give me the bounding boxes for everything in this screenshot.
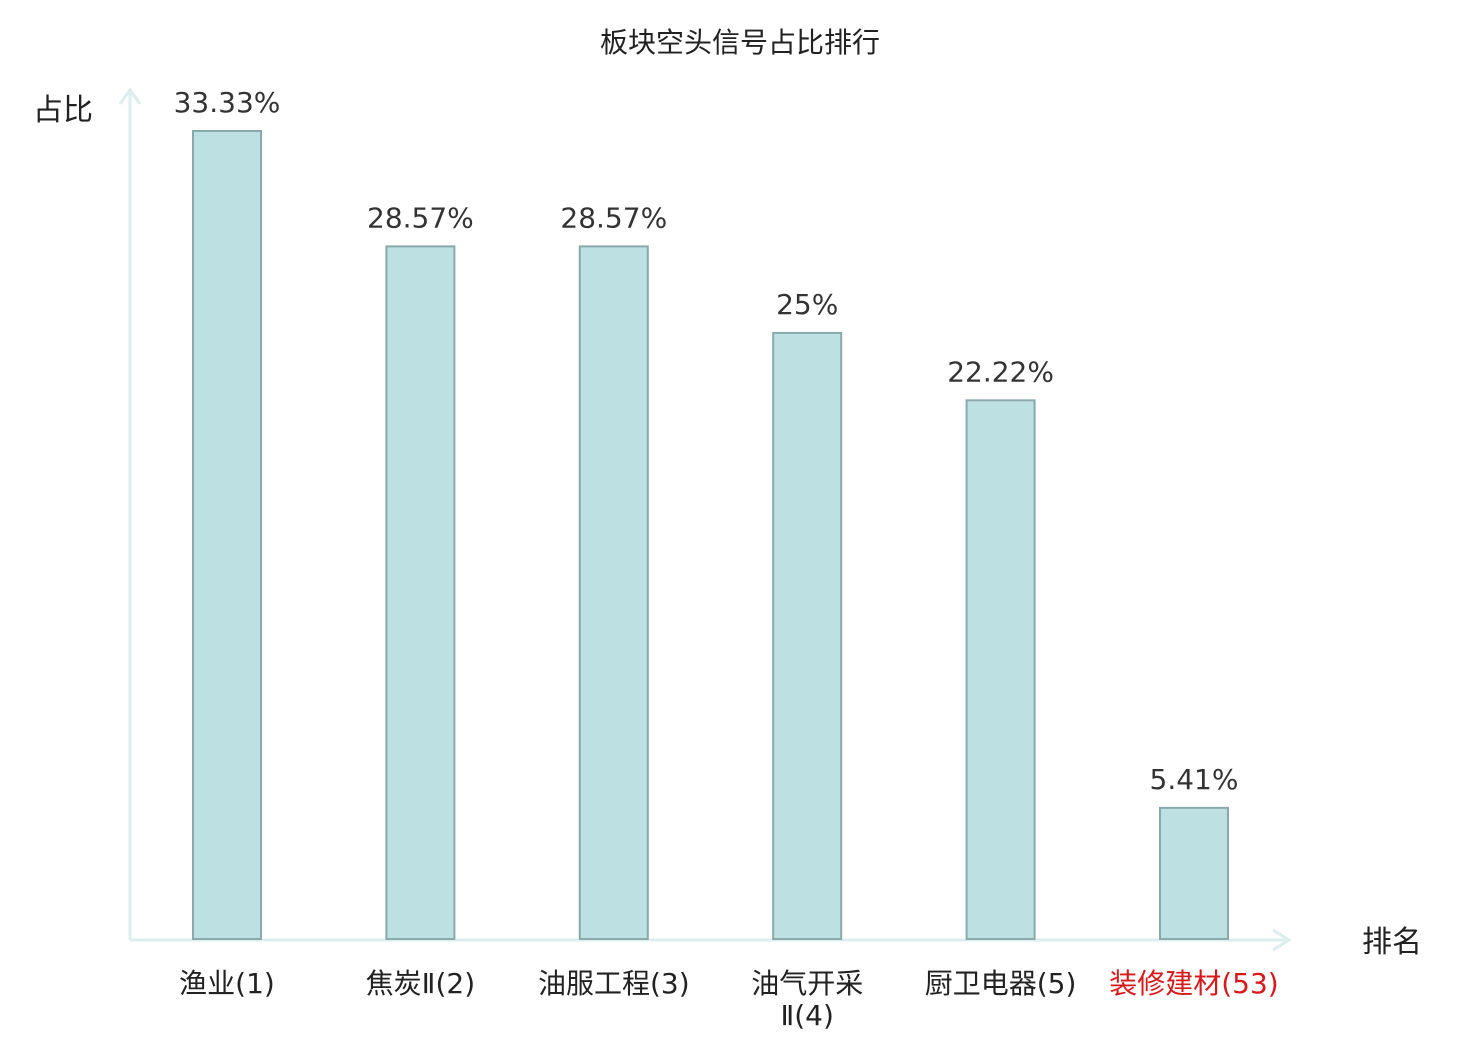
value-labels-group: 33.33% 28.57% 28.57% 25% 22.22% 5.41%: [174, 86, 1239, 796]
bar: [578, 245, 649, 941]
x-tick-label: 油气开采: [751, 967, 863, 1000]
bar: [965, 399, 1036, 941]
bar: [192, 130, 262, 940]
x-tick-label: 焦炭Ⅱ(2): [366, 967, 475, 1000]
value-label: 25%: [776, 288, 838, 321]
x-tick-label: 油服工程(3): [538, 967, 690, 1000]
bars-group: [192, 130, 1229, 941]
y-axis-label: 占比: [33, 93, 93, 128]
x-tick-label: 装修建材(53): [1109, 967, 1278, 1000]
value-label: 28.57%: [367, 201, 474, 234]
bar: [385, 245, 456, 941]
x-axis-label: 排名: [1362, 925, 1422, 960]
x-axis-arrow: [1272, 928, 1292, 952]
x-tick-label: 渔业(1): [179, 967, 275, 1000]
value-label: 22.22%: [947, 355, 1054, 388]
y-axis-arrow: [118, 87, 142, 105]
value-label: 33.33%: [174, 86, 281, 119]
y-axis: [118, 87, 142, 940]
x-tick-label: Ⅱ(4): [780, 999, 833, 1032]
value-label: 5.41%: [1150, 763, 1239, 796]
x-tick-label: 厨卫电器(5): [925, 967, 1077, 1000]
value-label: 28.57%: [560, 201, 667, 234]
x-axis: [130, 928, 1292, 952]
bar: [772, 331, 843, 940]
bar: [1159, 806, 1229, 941]
chart-title: 板块空头信号占比排行: [600, 26, 880, 59]
